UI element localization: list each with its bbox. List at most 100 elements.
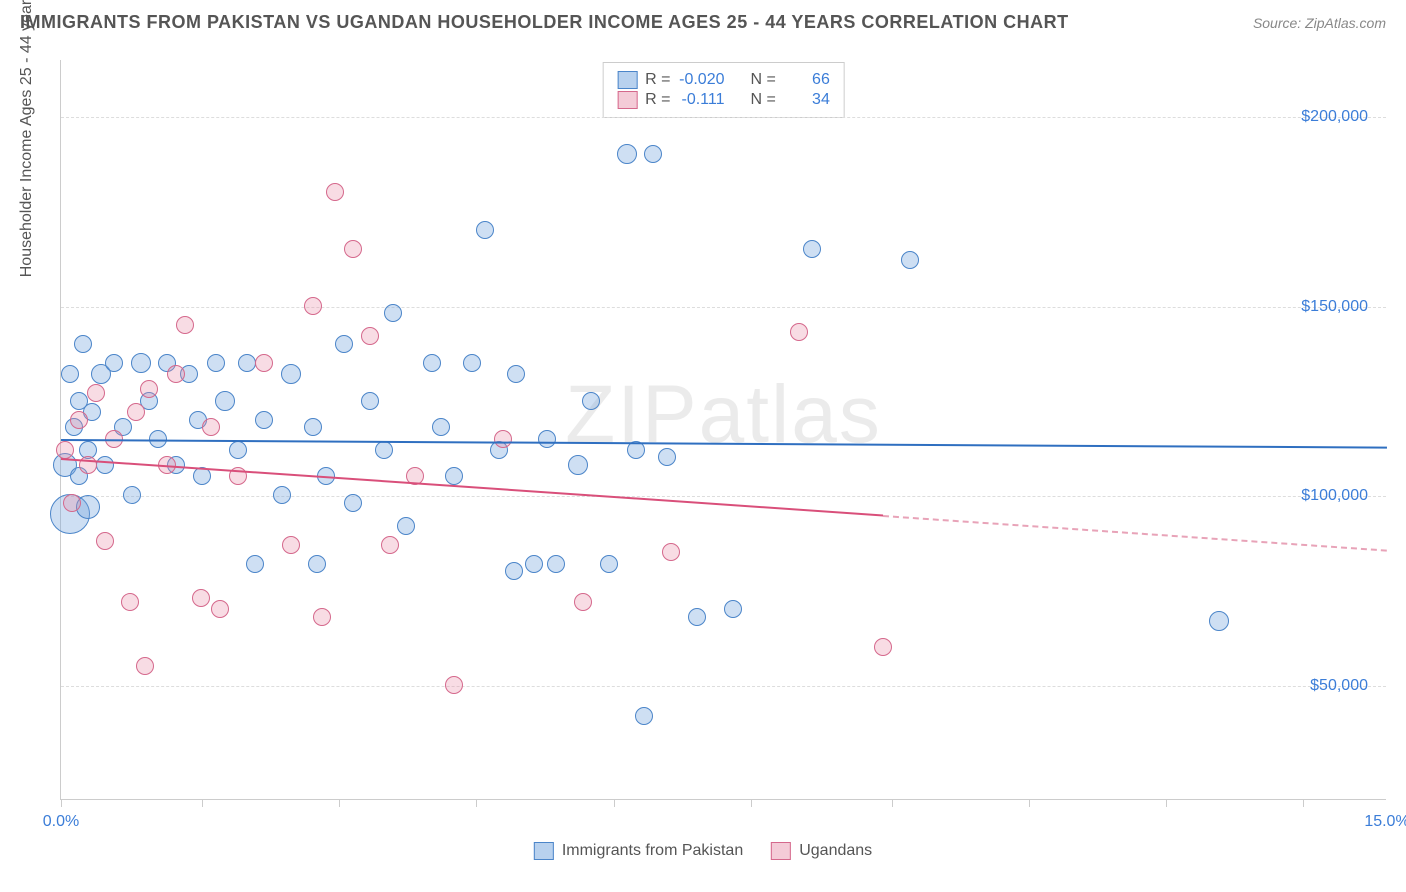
scatter-point bbox=[658, 448, 676, 466]
scatter-point bbox=[344, 240, 362, 258]
scatter-point bbox=[207, 354, 225, 372]
scatter-point bbox=[63, 494, 81, 512]
legend-label-pink: Ugandans bbox=[799, 842, 872, 860]
n-label: N = bbox=[751, 91, 776, 109]
scatter-point bbox=[432, 418, 450, 436]
scatter-point bbox=[874, 638, 892, 656]
scatter-point bbox=[202, 418, 220, 436]
scatter-point bbox=[96, 532, 114, 550]
x-tick bbox=[202, 799, 203, 807]
scatter-point bbox=[167, 365, 185, 383]
n-value-blue: 66 bbox=[784, 71, 830, 89]
swatch-pink bbox=[617, 91, 637, 109]
gridline-h bbox=[61, 307, 1386, 308]
scatter-point bbox=[538, 430, 556, 448]
trend-line bbox=[883, 515, 1387, 552]
scatter-point bbox=[192, 589, 210, 607]
scatter-point bbox=[803, 240, 821, 258]
scatter-point bbox=[70, 411, 88, 429]
source-attribution: Source: ZipAtlas.com bbox=[1253, 15, 1386, 31]
scatter-point bbox=[61, 365, 79, 383]
scatter-point bbox=[149, 430, 167, 448]
scatter-point bbox=[105, 354, 123, 372]
scatter-point bbox=[136, 657, 154, 675]
r-label: R = bbox=[645, 91, 670, 109]
x-tick-label: 0.0% bbox=[43, 813, 79, 831]
bottom-legend: Immigrants from Pakistan Ugandans bbox=[534, 842, 872, 860]
scatter-point bbox=[361, 392, 379, 410]
scatter-point bbox=[304, 297, 322, 315]
gridline-h bbox=[61, 496, 1386, 497]
scatter-point bbox=[525, 555, 543, 573]
header: IMMIGRANTS FROM PAKISTAN VS UGANDAN HOUS… bbox=[0, 0, 1406, 41]
scatter-point bbox=[127, 403, 145, 421]
scatter-point bbox=[568, 455, 588, 475]
scatter-point bbox=[384, 304, 402, 322]
swatch-pink bbox=[771, 842, 791, 860]
scatter-point bbox=[688, 608, 706, 626]
y-tick-label: $200,000 bbox=[1301, 108, 1368, 126]
scatter-point bbox=[445, 676, 463, 694]
y-tick-label: $150,000 bbox=[1301, 298, 1368, 316]
scatter-point bbox=[375, 441, 393, 459]
r-value-blue: -0.020 bbox=[679, 71, 725, 89]
x-tick bbox=[1166, 799, 1167, 807]
scatter-point bbox=[397, 517, 415, 535]
scatter-point bbox=[790, 323, 808, 341]
y-axis-label: Householder Income Ages 25 - 44 years bbox=[18, 0, 36, 277]
scatter-point bbox=[507, 365, 525, 383]
chart-title: IMMIGRANTS FROM PAKISTAN VS UGANDAN HOUS… bbox=[20, 12, 1069, 33]
scatter-point bbox=[361, 327, 379, 345]
scatter-point bbox=[600, 555, 618, 573]
scatter-point bbox=[381, 536, 399, 554]
scatter-point bbox=[326, 183, 344, 201]
x-tick bbox=[892, 799, 893, 807]
y-tick-label: $100,000 bbox=[1301, 487, 1368, 505]
x-tick-label: 15.0% bbox=[1364, 813, 1406, 831]
scatter-point bbox=[255, 354, 273, 372]
scatter-point bbox=[87, 384, 105, 402]
scatter-point bbox=[74, 335, 92, 353]
scatter-point bbox=[901, 251, 919, 269]
scatter-point bbox=[344, 494, 362, 512]
legend-row-blue: R = -0.020 N = 66 bbox=[617, 71, 830, 89]
scatter-point bbox=[131, 353, 151, 373]
scatter-point bbox=[313, 608, 331, 626]
scatter-point bbox=[273, 486, 291, 504]
y-tick-label: $50,000 bbox=[1310, 677, 1368, 695]
scatter-point bbox=[282, 536, 300, 554]
scatter-point bbox=[56, 441, 74, 459]
scatter-point bbox=[96, 456, 114, 474]
scatter-point bbox=[505, 562, 523, 580]
x-tick bbox=[751, 799, 752, 807]
legend-item-pink: Ugandans bbox=[771, 842, 872, 860]
trend-line bbox=[61, 458, 883, 516]
trend-line bbox=[61, 439, 1387, 449]
scatter-point bbox=[281, 364, 301, 384]
scatter-point bbox=[229, 441, 247, 459]
n-label: N = bbox=[751, 71, 776, 89]
plot-area: ZIPatlas R = -0.020 N = 66 R = -0.111 N … bbox=[60, 60, 1386, 800]
scatter-point bbox=[123, 486, 141, 504]
scatter-point bbox=[574, 593, 592, 611]
x-tick bbox=[614, 799, 615, 807]
n-value-pink: 34 bbox=[784, 91, 830, 109]
gridline-h bbox=[61, 117, 1386, 118]
scatter-point bbox=[1209, 611, 1229, 631]
scatter-point bbox=[211, 600, 229, 618]
scatter-point bbox=[662, 543, 680, 561]
legend-label-blue: Immigrants from Pakistan bbox=[562, 842, 743, 860]
r-value-pink: -0.111 bbox=[679, 91, 725, 109]
scatter-point bbox=[304, 418, 322, 436]
legend-item-blue: Immigrants from Pakistan bbox=[534, 842, 743, 860]
scatter-point bbox=[463, 354, 481, 372]
scatter-point bbox=[121, 593, 139, 611]
scatter-point bbox=[476, 221, 494, 239]
scatter-point bbox=[644, 145, 662, 163]
r-label: R = bbox=[645, 71, 670, 89]
scatter-point bbox=[724, 600, 742, 618]
scatter-point bbox=[445, 467, 463, 485]
scatter-point bbox=[140, 380, 158, 398]
x-tick bbox=[339, 799, 340, 807]
scatter-point bbox=[494, 430, 512, 448]
